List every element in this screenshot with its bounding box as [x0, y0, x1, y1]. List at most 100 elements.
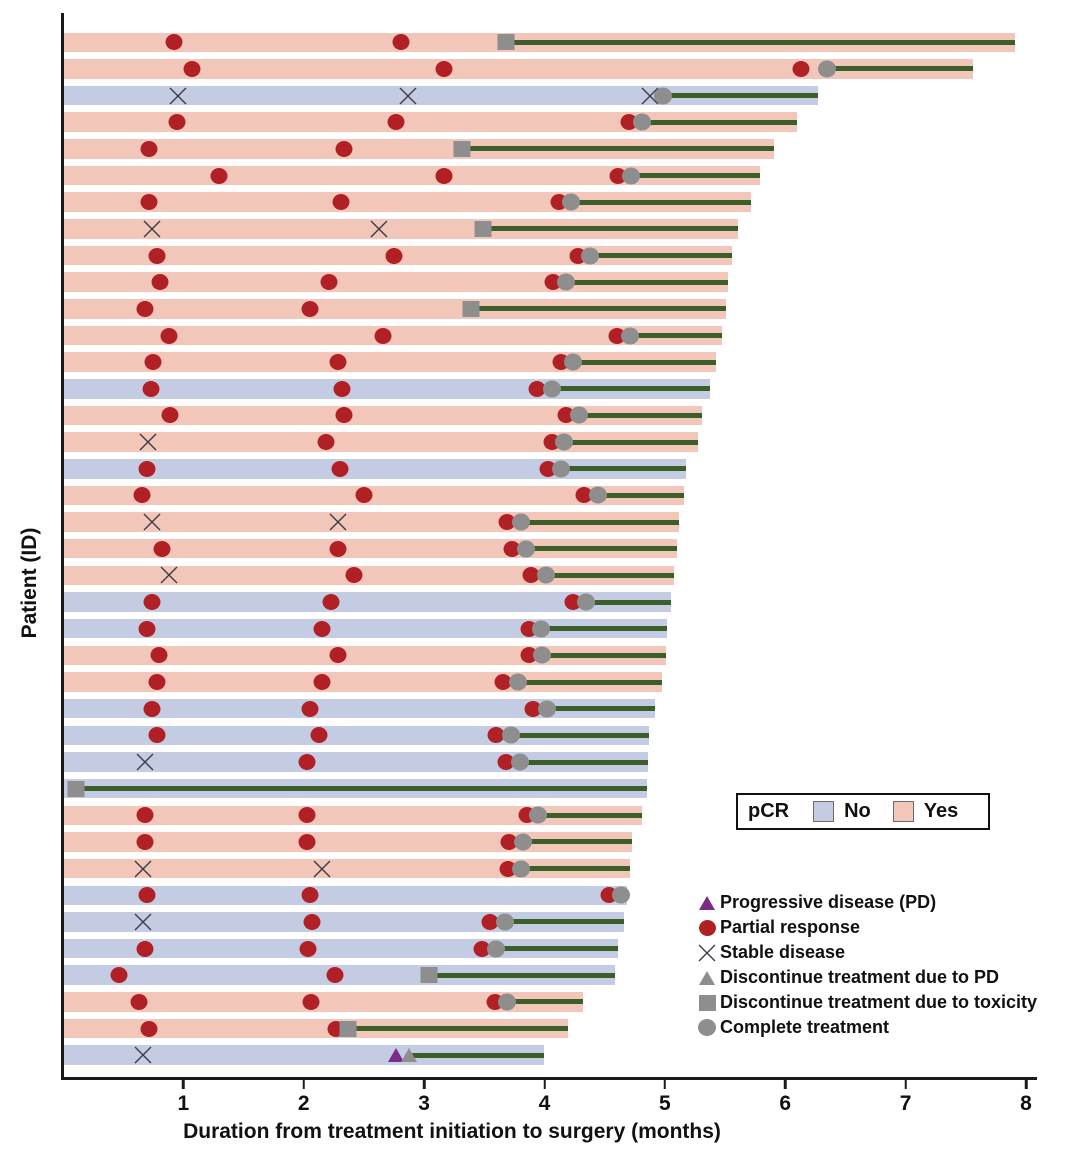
patient-bar-pcr-yes	[64, 858, 630, 879]
patient-row	[64, 802, 1027, 829]
partial-response-marker	[498, 514, 516, 531]
complete-treatment-marker	[581, 247, 600, 265]
x-tick	[784, 1080, 787, 1089]
x-axis-ticks: 1 2 3 4 5 6 7 8	[63, 1080, 1032, 1130]
discontinue-toxicity-marker	[462, 300, 480, 317]
x-tick-label: 6	[779, 1092, 792, 1115]
y-axis-spine	[61, 13, 64, 1080]
patient-row	[64, 216, 1027, 243]
stable-disease-marker	[369, 219, 389, 239]
partial-response-marker	[143, 700, 161, 717]
patient-bar-pcr-no	[64, 618, 668, 639]
post-treatment-line	[482, 226, 739, 232]
post-treatment-line	[540, 626, 668, 632]
patient-bar-pcr-yes	[64, 139, 775, 159]
post-treatment-line	[546, 706, 656, 712]
partial-response-marker	[487, 727, 505, 744]
partial-response-marker	[148, 247, 166, 264]
patient-bar-pcr-yes	[64, 565, 675, 586]
post-treatment-line	[598, 492, 684, 498]
partial-response-marker	[355, 487, 373, 504]
post-treatment-line	[506, 999, 583, 1005]
stable-disease-marker	[328, 512, 348, 532]
patient-bar-pcr-yes	[64, 645, 666, 666]
partial-response-marker	[329, 540, 347, 557]
x-tick-label: 7	[899, 1092, 912, 1115]
partial-response-marker	[385, 247, 403, 264]
partial-response-marker	[140, 140, 158, 157]
patient-row	[64, 429, 1027, 456]
marker-legend-label: Discontinue treatment due to toxicity	[720, 992, 1038, 1012]
partial-response-marker	[299, 940, 317, 957]
partial-response-marker	[329, 354, 347, 371]
partial-response-marker	[387, 114, 405, 131]
partial-response-marker	[435, 60, 453, 77]
patient-row	[64, 189, 1027, 216]
partial-response-marker	[110, 967, 128, 984]
post-treatment-line	[462, 146, 775, 152]
patient-row	[64, 535, 1027, 562]
marker-legend-item: Stable disease	[694, 940, 1037, 965]
complete-treatment-marker	[531, 620, 550, 638]
discontinue-toxicity-marker	[497, 34, 515, 51]
partial-response-marker	[332, 194, 350, 211]
post-treatment-line	[551, 386, 711, 392]
partial-response-marker	[298, 807, 316, 824]
x-tick-label: 1	[177, 1092, 190, 1115]
y-axis-label: Patient (ID)	[18, 527, 41, 639]
marker-legend-item: Discontinue treatment due to toxicity	[694, 990, 1037, 1015]
pcr-yes-swatch	[892, 801, 914, 822]
complete-treatment-marker	[512, 513, 531, 531]
patient-row	[64, 935, 1027, 962]
patient-bar-pcr-yes	[64, 165, 760, 186]
x-axis-spine	[61, 1077, 1037, 1080]
marker-legend-icon-cell	[694, 919, 720, 936]
partial-response-marker	[168, 114, 186, 131]
post-treatment-line	[496, 946, 618, 952]
complete-treatment-marker	[589, 486, 608, 504]
post-treatment-line	[663, 93, 818, 99]
patient-row	[64, 56, 1027, 83]
patient-bar-pcr-yes	[64, 192, 752, 212]
partial-response-marker	[333, 380, 351, 397]
post-treatment-line	[541, 652, 666, 658]
discontinue-toxicity-marker	[420, 967, 438, 984]
complete-treatment-marker	[513, 833, 532, 851]
patient-row	[64, 989, 1027, 1016]
complete-treatment-marker	[554, 433, 573, 451]
partial-response-marker	[494, 674, 512, 691]
x-tick	[663, 1080, 667, 1089]
partial-response-marker	[140, 1020, 158, 1037]
patient-row	[64, 349, 1027, 376]
patient-bar-pcr-yes	[64, 219, 739, 239]
partial-response-marker	[148, 674, 166, 691]
x-tick	[543, 1080, 546, 1089]
complete-treatment-marker	[564, 353, 583, 371]
pcr-legend-title: pCR	[748, 800, 790, 822]
post-treatment-line	[573, 359, 717, 365]
patient-row	[64, 1042, 1027, 1069]
plot-area	[64, 29, 1027, 1069]
partial-response-marker	[320, 274, 338, 291]
partial-response-marker	[148, 727, 166, 744]
partial-response-marker	[301, 700, 319, 717]
patient-row	[64, 882, 1027, 909]
patient-row	[64, 829, 1027, 856]
partial-response-marker	[210, 167, 228, 184]
x-tick-label: 3	[418, 1092, 430, 1115]
partial-response-marker	[138, 887, 156, 904]
partial-response-marker	[136, 807, 154, 824]
patient-row	[64, 482, 1027, 509]
patient-row	[64, 749, 1027, 776]
post-treatment-line	[521, 866, 630, 872]
progressive-disease-marker	[699, 895, 715, 910]
patient-row	[64, 642, 1027, 669]
stable-disease-marker	[133, 912, 153, 932]
complete-treatment-marker	[570, 406, 589, 424]
partial-response-marker	[301, 887, 319, 904]
partial-response-marker	[335, 140, 353, 157]
patient-row	[64, 589, 1027, 616]
complete-treatment-marker	[508, 673, 527, 691]
stable-disease-marker	[135, 752, 155, 772]
complete-treatment-marker	[532, 646, 551, 664]
